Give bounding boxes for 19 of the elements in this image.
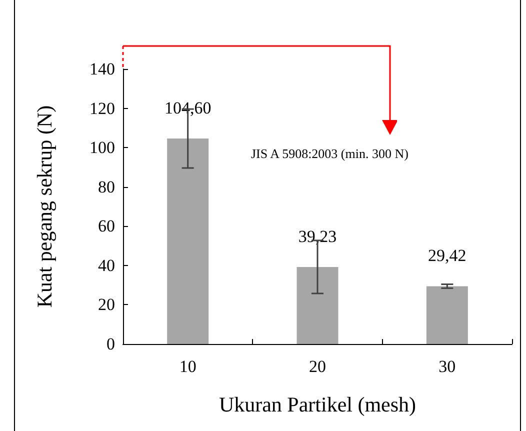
y-tick-label: 40 <box>98 256 115 275</box>
annotation: JIS A 5908:2003 (min. 300 N) <box>251 146 408 161</box>
y-tick-label: 100 <box>90 138 115 158</box>
x-tick-label: 20 <box>309 357 326 376</box>
y-axis-title: Kuat pegang sekrup (N) <box>32 105 56 308</box>
bar <box>296 266 338 344</box>
y-tick-label: 20 <box>98 295 115 314</box>
y-tick-label: 0 <box>106 334 115 354</box>
y-tick-label: 120 <box>90 98 115 118</box>
y-tick-label: 60 <box>98 216 115 236</box>
y-tick-label: 140 <box>90 60 115 78</box>
x-tick-label: 30 <box>438 357 456 376</box>
bar <box>426 286 468 344</box>
bar <box>167 138 209 344</box>
y-tick-label: 80 <box>98 177 115 196</box>
x-tick-label: 10 <box>179 357 196 376</box>
data-label: 29,42 <box>428 246 466 266</box>
data-label: 104,60 <box>164 98 212 118</box>
x-axis-title: Ukuran Partikel (mesh) <box>218 392 416 416</box>
